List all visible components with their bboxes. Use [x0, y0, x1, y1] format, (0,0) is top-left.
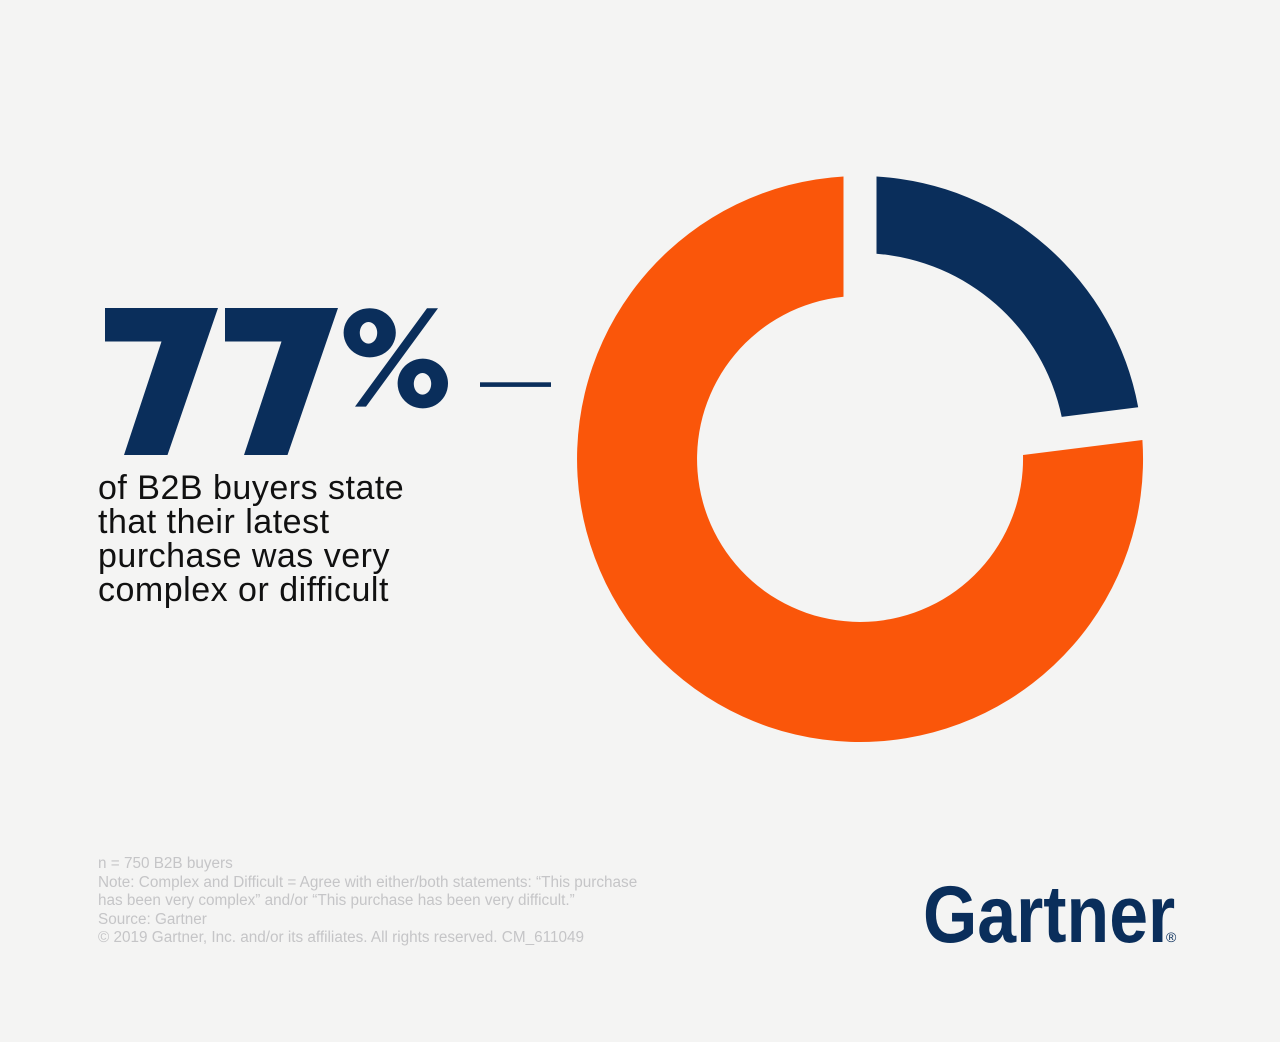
svg-text:Gartner: Gartner [923, 870, 1175, 960]
svg-text:®: ® [1166, 929, 1177, 945]
